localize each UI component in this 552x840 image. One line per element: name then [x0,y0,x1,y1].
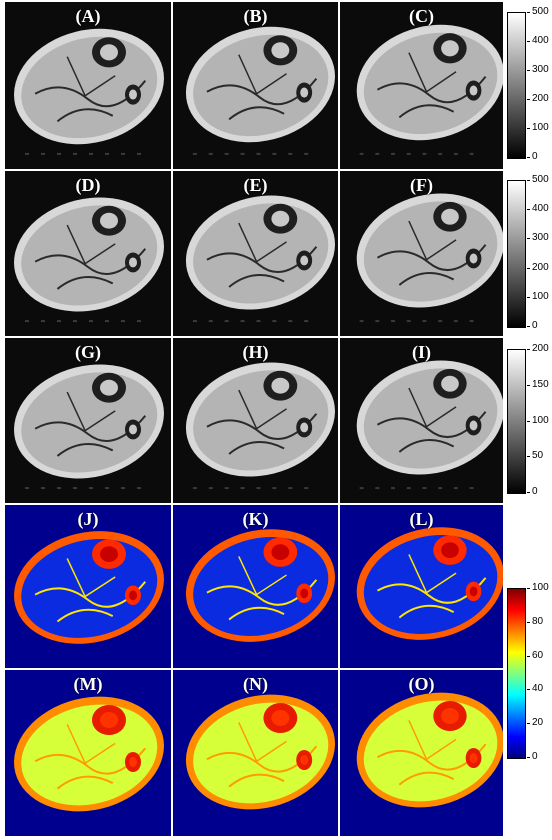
colorbar-tick-label: 20 [526,717,544,729]
colorbar-tick-label: 100 [527,414,549,426]
panel-d: (D) [5,171,171,336]
colorbar-tick-label: 0 [527,151,538,162]
colorbar-tick-label: 500 [527,174,549,185]
panel-k: (K) [173,505,338,668]
colorbar-tick-label: 80 [526,615,544,627]
forearm-slice-image [173,670,338,836]
colorbar-gray: 500 400 300 200 100 0 [507,7,549,162]
forearm-slice-image [5,2,171,169]
panel-f: (F) [340,171,503,336]
colorbar-gray: 500 400 300 200 100 0 [507,175,549,331]
colorbar-tick-label: 150 [527,378,549,390]
colorbar-tick-label: 0 [527,486,538,497]
colorbar-gradient [507,349,526,494]
forearm-slice-image [5,505,171,668]
panel-c: (C) [340,2,503,169]
colorbar-tick-label: 0 [527,751,538,762]
forearm-slice-image [5,670,171,836]
colorbar-tick-label: 40 [526,683,544,695]
forearm-slice-image [5,338,171,503]
forearm-slice-image [5,171,171,336]
colorbar-tick-label: 200 [527,93,549,104]
panel-e: (E) [173,171,338,336]
colorbar-tick-label: 100 [527,122,549,133]
colorbar-tick-label: 300 [527,64,549,75]
forearm-slice-image [173,505,338,668]
forearm-slice-image [173,171,338,336]
panel-i: (I) [340,338,503,503]
forearm-slice-image [173,338,338,503]
panel-j: (J) [5,505,171,668]
colorbar-tick-label: 50 [526,450,544,462]
colorbar-tick-label: 500 [527,6,549,17]
colorbar-gradient [507,180,526,328]
colorbar-tick-label: 60 [526,649,544,661]
panel-b: (B) [173,2,338,169]
forearm-slice-image [340,670,503,836]
colorbar-tick-label: 0 [527,320,538,331]
forearm-slice-image [340,171,503,336]
colorbar-tick-label: 100 [527,582,549,593]
colorbar-tick-label: 400 [527,203,549,215]
colorbar-gray: 200 150 100 50 0 [507,344,549,497]
forearm-slice-image [340,2,503,169]
colorbar-tick-label: 200 [527,343,549,354]
colorbar-tick-label: 200 [527,261,549,273]
panel-n: (N) [173,670,338,836]
panel-h: (H) [173,338,338,503]
panel-o: (O) [340,670,503,836]
panel-a: (A) [5,2,171,169]
colorbar-jet: 100 80 60 40 20 0 [507,583,549,762]
forearm-slice-image [340,505,503,668]
panel-l: (L) [340,505,503,668]
forearm-slice-image [340,338,503,503]
panel-m: (M) [5,670,171,836]
colorbar-tick-label: 300 [527,232,549,244]
colorbar-gradient [507,588,526,759]
colorbar-tick-label: 100 [527,290,549,302]
colorbar-tick-label: 400 [527,35,549,46]
colorbar-gradient [507,12,526,159]
panel-g: (G) [5,338,171,503]
forearm-slice-image [173,2,338,169]
